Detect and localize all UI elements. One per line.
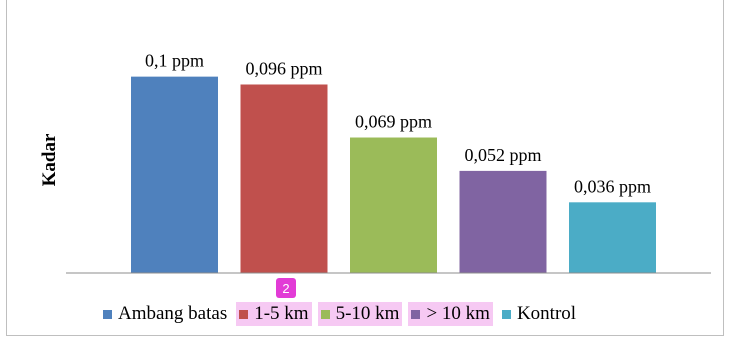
legend-label-5: Kontrol [516, 303, 577, 324]
legend-item-2: 1-5 km [236, 302, 312, 326]
bar-2 [240, 84, 328, 273]
legend-swatch-5 [501, 309, 511, 319]
annotation-badge[interactable]: 2 [276, 278, 296, 298]
legend: Ambang batas 1-5 km 5-10 km > 10 km Kontrol [100, 300, 585, 328]
chart-frame [6, 0, 724, 336]
bar-1 [131, 76, 218, 274]
data-label-5: 0,036 ppm [574, 176, 651, 196]
legend-swatch-1 [103, 309, 112, 319]
bar-3 [350, 137, 437, 273]
legend-swatch-4 [411, 309, 421, 319]
legend-item-5: Kontrol [499, 302, 579, 326]
legend-swatch-2 [239, 309, 249, 319]
legend-label-2: 1-5 km [254, 303, 309, 324]
legend-item-1: Ambang batas [100, 302, 230, 326]
legend-label-3: 5-10 km [335, 303, 400, 324]
bar-5 [569, 202, 656, 273]
legend-item-4: > 10 km [408, 302, 493, 326]
bar-4 [459, 170, 547, 273]
legend-label-4: > 10 km [426, 303, 490, 324]
data-label-1: 0,1 ppm [145, 51, 204, 71]
data-label-2: 0,096 ppm [245, 58, 322, 78]
data-label-3: 0,069 ppm [355, 112, 432, 132]
legend-item-3: 5-10 km [317, 302, 403, 326]
legend-swatch-3 [320, 309, 330, 319]
data-label-4: 0,052 ppm [464, 145, 541, 165]
legend-label-1: Ambang batas [118, 303, 228, 324]
y-axis-label: Kadar [39, 133, 60, 186]
